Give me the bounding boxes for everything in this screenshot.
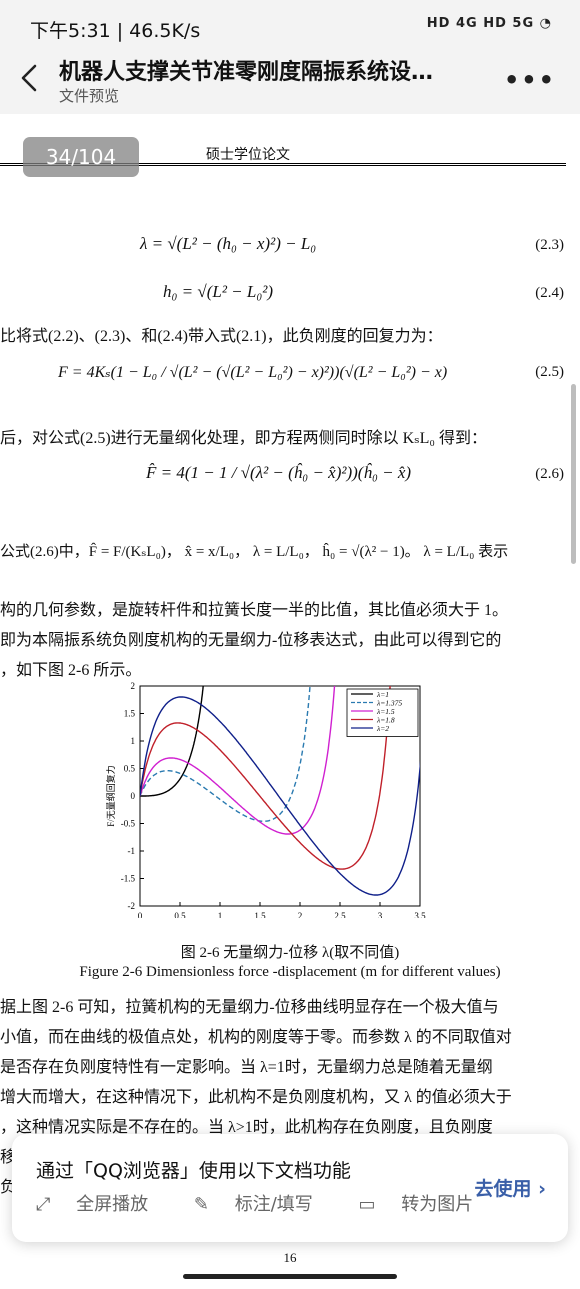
series-line-3	[140, 686, 336, 835]
convert-image-action[interactable]: ▭ 转为图片	[359, 1194, 494, 1215]
legend-label: λ=1.8	[376, 716, 395, 725]
y-tick-label: 1	[131, 736, 136, 746]
page-counter: 34/104	[23, 137, 139, 177]
y-tick-label: -1	[128, 846, 136, 856]
y-tick-label: 2	[131, 681, 136, 691]
qq-browser-banner[interactable]: 通过「QQ浏览器」使用以下文档功能 ⤢ 全屏播放 ✎ 标注/填写 ▭ 转为图片 …	[12, 1134, 568, 1242]
equation-2-4: h₀ = √(L² − L₀²)	[163, 282, 274, 301]
legend-label: λ=2	[376, 724, 389, 733]
x-tick-label: 2	[298, 911, 303, 918]
expand-icon: ⤢	[36, 1194, 51, 1215]
y-tick-label: 0.5	[124, 764, 136, 774]
body-line: 后，对公式(2.5)进行无量纲化处理，即方程两侧同时除以 KₛL₀ 得到：	[0, 430, 487, 447]
body-line: 增大而增大，在这种情况下，此机构不是负刚度机构，又 λ 的值必须大于	[0, 1089, 512, 1106]
body-line: 即为本隔振系统负刚度机构的无量纲力-位移表达式，由此可以得到它的	[0, 632, 502, 649]
body-line: 公式(2.6)中，F̂ = F/(KₛL₀)， x̂ = x/L₀， λ = L…	[0, 544, 509, 560]
equation-2-3: λ = √(L² − (h₀ − x)²) − L₀	[140, 234, 317, 253]
y-axis-label: F/无量纲回复力	[105, 765, 116, 827]
body-line: 小值，而在曲线的极值点处，机构的刚度等于零。而参数 λ 的不同取值对	[0, 1029, 512, 1046]
header-rule-thin	[0, 165, 566, 166]
y-tick-label: 1.5	[124, 709, 136, 719]
body-line: 比将式(2.2)、(2.3)、和(2.4)带入式(2.1)，此负刚度的回复力为：	[0, 328, 443, 345]
y-tick-label: -0.5	[121, 819, 136, 829]
document-subtitle: 文件预览	[59, 87, 120, 105]
fullscreen-label: 全屏播放	[76, 1194, 149, 1215]
annotate-action[interactable]: ✎ 标注/填写	[194, 1194, 333, 1215]
x-tick-label: 0	[138, 911, 143, 918]
body-line: 据上图 2-6 可知，拉簧机构的无量纲力-位移曲线明显存在一个极大值与	[0, 999, 499, 1016]
y-tick-label: -1.5	[121, 874, 136, 884]
legend-label: λ=1.5	[376, 707, 395, 716]
x-tick-label: 1.5	[254, 911, 266, 918]
annotate-label: 标注/填写	[234, 1194, 313, 1215]
x-tick-label: 2.5	[334, 911, 346, 918]
legend-label: λ=1	[376, 690, 389, 699]
series-line-5	[140, 696, 420, 896]
status-indicators: HD 4G HD 5G ◔	[426, 16, 552, 31]
status-bar: 下午5:31 | 46.5K/s HD 4G HD 5G ◔	[0, 0, 580, 54]
home-indicator[interactable]	[183, 1274, 397, 1279]
body-line: 构的几何参数，是旋转杆件和拉簧长度一半的比值，其比值必须大于 1。	[0, 602, 509, 619]
header-rule	[0, 163, 566, 164]
figure-caption-en: Figure 2-6 Dimensionless force -displace…	[79, 964, 501, 980]
back-arrow-icon[interactable]	[18, 60, 42, 96]
force-displacement-chart: 00.511.522.533.521.510.50-0.5-1-1.5-2x/无…	[105, 681, 426, 918]
x-tick-label: 0.5	[174, 911, 186, 918]
go-use-button[interactable]: 去使用 ›	[474, 1178, 546, 1200]
fullscreen-action[interactable]: ⤢ 全屏播放	[36, 1194, 168, 1215]
equation-number-2-4: (2.4)	[535, 285, 564, 301]
x-tick-label: 1	[218, 911, 223, 918]
running-head: 硕士学位论文	[206, 148, 290, 163]
banner-actions: ⤢ 全屏播放 ✎ 标注/填写 ▭ 转为图片	[36, 1190, 513, 1216]
body-line: 是否存在负刚度特性有一定影响。当 λ=1时，无量纲力总是随着无量纲	[0, 1059, 493, 1076]
x-tick-label: 3	[378, 911, 383, 918]
y-tick-label: 0	[131, 791, 136, 801]
app-bar: 机器人支撑关节准零刚度隔振系统设… 文件预览 •••	[0, 54, 580, 114]
y-tick-label: -2	[128, 901, 136, 911]
series-line-2	[140, 686, 311, 823]
x-tick-label: 3.5	[414, 911, 426, 918]
banner-title: 通过「QQ浏览器」使用以下文档功能	[36, 1160, 351, 1182]
equation-number-2-5: (2.5)	[535, 364, 564, 380]
document-title: 机器人支撑关节准零刚度隔振系统设…	[59, 60, 434, 85]
series-line-4	[140, 686, 391, 870]
equation-2-5: F = 4Kₛ(1 − L₀ / √(L² − (√(L² − L₀²) − x…	[58, 364, 448, 381]
more-options-icon[interactable]: •••	[503, 66, 556, 94]
status-time: 下午5:31 | 46.5K/s	[30, 20, 201, 42]
legend-label: λ=1.375	[376, 699, 402, 708]
convert-image-label: 转为图片	[401, 1194, 474, 1215]
body-line: ，这种情况实际是不存在的。当 λ>1时，此机构存在负刚度，且负刚度	[0, 1119, 493, 1136]
equation-number-2-3: (2.3)	[535, 237, 564, 253]
page-number: 16	[283, 1250, 297, 1265]
edit-icon: ✎	[193, 1194, 209, 1215]
series-line-1	[140, 686, 204, 797]
image-icon: ▭	[358, 1194, 376, 1215]
equation-2-6: F̂ = 4(1 − 1 / √(λ² − (ĥ₀ − x̂)²))(ĥ₀ − …	[146, 463, 412, 482]
scrollbar[interactable]	[571, 384, 576, 564]
figure-caption-cn: 图 2-6 无量纲力-位移 λ(取不同值)	[180, 945, 400, 961]
body-line: ，如下图 2-6 所示。	[0, 662, 142, 679]
equation-number-2-6: (2.6)	[535, 466, 564, 482]
